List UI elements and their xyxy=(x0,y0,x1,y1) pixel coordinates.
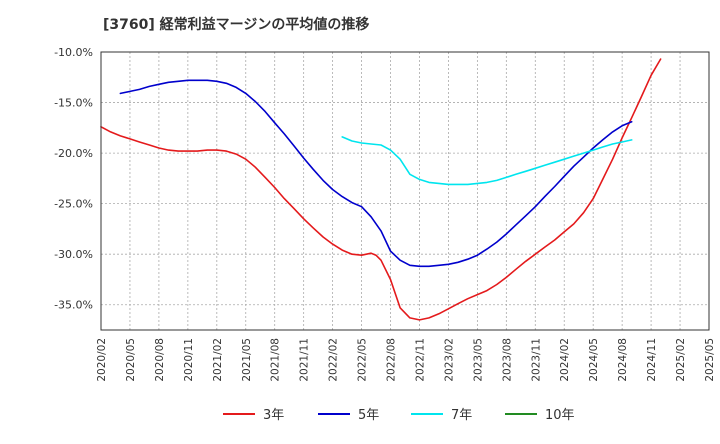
chart-title: [3760] 経常利益マージンの平均値の推移 xyxy=(103,17,370,33)
y-tick-label: -15.0% xyxy=(54,97,93,110)
x-tick-label: 2022/02 xyxy=(328,338,340,382)
x-tick-label: 2021/05 xyxy=(241,338,253,382)
series-line-2 xyxy=(341,136,633,186)
x-tick-label: 2023/05 xyxy=(472,338,484,382)
series-line-0 xyxy=(100,58,662,321)
x-tick-label: 2024/05 xyxy=(588,338,600,382)
x-tick-label: 2023/08 xyxy=(501,338,513,382)
x-tick-label: 2022/05 xyxy=(357,338,369,382)
y-tick-label: -30.0% xyxy=(54,248,93,261)
x-tick-label: 2021/11 xyxy=(299,338,311,382)
x-tick-label: 2025/05 xyxy=(704,338,716,382)
legend-label-1: 5年 xyxy=(358,408,379,423)
legend-label-0: 3年 xyxy=(263,408,284,423)
plot-frame xyxy=(100,51,710,331)
x-tick-label: 2020/02 xyxy=(96,338,108,382)
y-tick-label: -35.0% xyxy=(54,299,93,312)
x-tick-label: 2021/02 xyxy=(212,338,224,382)
y-tick-label: -20.0% xyxy=(54,147,93,160)
y-axis: -10.0% -15.0% -20.0% -25.0% -30.0% -35.0% xyxy=(54,46,93,312)
plot-background xyxy=(101,52,709,330)
x-tick-label: 2024/08 xyxy=(617,338,629,382)
x-tick-label: 2020/08 xyxy=(154,338,166,382)
y-tick-label: -10.0% xyxy=(54,46,93,59)
x-tick-label: 2023/02 xyxy=(443,338,455,382)
x-tick-label: 2023/11 xyxy=(530,338,542,382)
y-tick-label: -25.0% xyxy=(54,198,93,211)
legend-label-2: 7年 xyxy=(451,408,472,423)
x-tick-label: 2022/11 xyxy=(414,338,426,382)
x-tick-label: 2025/02 xyxy=(675,338,687,382)
x-tick-label: 2020/05 xyxy=(125,338,137,382)
series-layer xyxy=(100,58,662,321)
x-axis: 2020/02 2020/05 2020/08 2020/11 2021/02 2021/… xyxy=(96,338,716,382)
legend-label-3: 10年 xyxy=(545,408,575,423)
x-tick-label: 2020/11 xyxy=(183,338,195,382)
x-tick-label: 2021/08 xyxy=(270,338,282,382)
series-line-1 xyxy=(119,79,633,268)
x-tick-label: 2022/08 xyxy=(386,338,398,382)
legend: 3年 5年 7年 10年 xyxy=(223,408,575,423)
x-tick-label: 2024/11 xyxy=(646,338,658,382)
x-tick-label: 2024/02 xyxy=(559,338,571,382)
